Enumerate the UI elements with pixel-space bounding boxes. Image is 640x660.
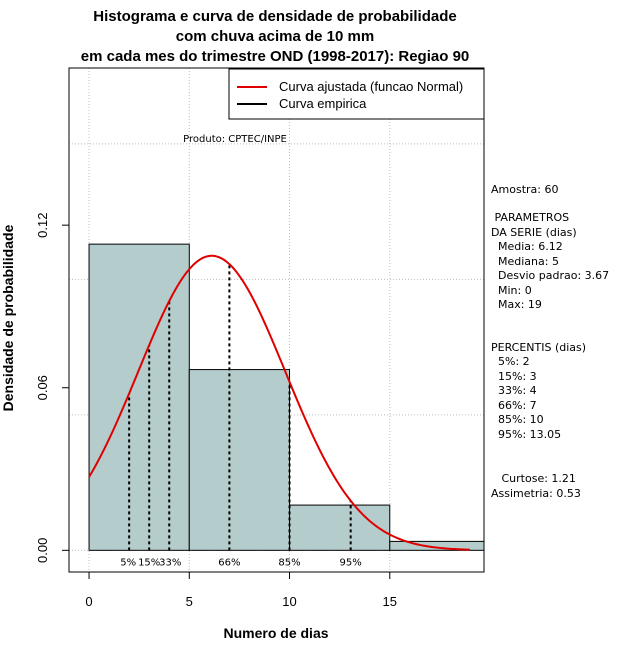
legend-label-empirical: Curva empirica	[279, 96, 367, 111]
stat-p66: 66%: 7	[491, 399, 537, 412]
product-annotation: Produto: CPTEC/INPE	[183, 134, 287, 145]
percentile-label: 5%	[120, 557, 136, 568]
stat-p5: 5%: 2	[491, 355, 530, 368]
percentile-layer: 5% 15%33% 66% 85% 95%	[120, 264, 362, 568]
stat-assimetria: Assimetria: 0.53	[491, 487, 581, 500]
stat-min: Min: 0	[491, 284, 532, 297]
chart-title-line-3: em cada mes do trimestre OND (1998-2017)…	[81, 48, 470, 65]
x-tick-label: 0	[85, 594, 92, 609]
curve-layer	[88, 254, 471, 551]
chart-title-line-1: Histograma e curva de densidade de proba…	[93, 8, 456, 25]
stat-media: Media: 6.12	[491, 240, 563, 253]
histogram-bar	[188, 369, 291, 551]
stat-percentis-title: PERCENTIS (dias)	[491, 341, 586, 354]
percentile-label: 33%	[159, 557, 181, 568]
percentile-label: 66%	[218, 557, 240, 568]
stat-p95: 95%: 13.05	[491, 428, 561, 441]
y-tick-label: 0.00	[35, 538, 50, 563]
x-tick-label: 10	[282, 594, 296, 609]
stat-p33: 33%: 4	[491, 384, 537, 397]
stat-max: Max: 19	[491, 298, 542, 311]
x-tick-label: 5	[186, 594, 193, 609]
y-axis-label: Densidade de probabilidade	[0, 224, 16, 411]
stat-p15: 15%: 3	[491, 370, 537, 383]
stat-desvio: Desvio padrao: 3.67	[491, 269, 609, 282]
y-tick-label: 0.06	[35, 375, 50, 400]
chart-title-line-2: com chuva acima de 10 mm	[176, 28, 374, 45]
percentile-label: 85%	[278, 557, 300, 568]
stat-params-title-2: DA SERIE (dias)	[491, 226, 577, 239]
histogram-bar	[289, 504, 391, 551]
y-tick-label: 0.12	[35, 213, 50, 238]
plot-frame	[68, 67, 485, 573]
legend: Curva ajustada (funcao Normal) Curva emp…	[228, 68, 485, 120]
stat-amostra: Amostra: 60	[491, 183, 558, 196]
percentile-label: 15%	[138, 557, 160, 568]
normal-fit-curve	[88, 254, 471, 551]
stat-params-title-1: PARAMETROS	[491, 211, 569, 224]
stats-panel: Amostra: 60 PARAMETROS DA SERIE (dias) M…	[491, 183, 609, 500]
legend-box	[228, 68, 485, 120]
stat-curtose: Curtose: 1.21	[491, 472, 576, 485]
bar-layer	[88, 243, 485, 551]
legend-label-fit: Curva ajustada (funcao Normal)	[279, 79, 463, 94]
x-tick-label: 15	[383, 594, 397, 609]
stat-p85: 85%: 10	[491, 413, 544, 426]
x-axis-label: Numero de dias	[223, 625, 328, 641]
stat-mediana: Mediana: 5	[491, 255, 559, 268]
percentile-label: 95%	[340, 557, 362, 568]
